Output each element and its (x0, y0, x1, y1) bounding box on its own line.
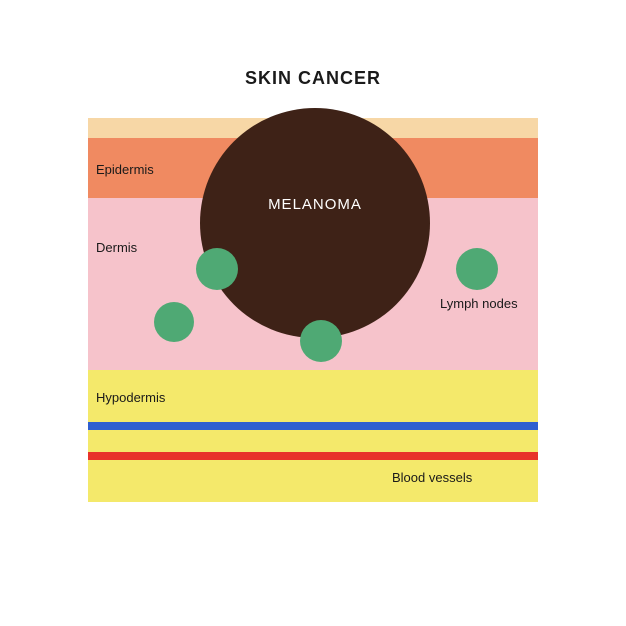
melanoma-label: MELANOMA (200, 196, 430, 213)
skin-layer-vessel-red (88, 452, 538, 460)
lymph-nodes-label: Lymph nodes (440, 296, 518, 311)
diagram-title: SKIN CANCER (0, 68, 626, 89)
melanoma-tumor (200, 108, 430, 338)
skin-layer-vessel-blue (88, 422, 538, 430)
hypodermis-label: Hypodermis (96, 390, 165, 405)
lymph-node (196, 248, 238, 290)
lymph-node (300, 320, 342, 362)
lymph-node (456, 248, 498, 290)
epidermis-label: Epidermis (96, 162, 154, 177)
dermis-label: Dermis (96, 240, 137, 255)
blood-vessels-label: Blood vessels (392, 470, 472, 485)
lymph-node (154, 302, 194, 342)
skin-layer-hypodermis-mid (88, 430, 538, 452)
